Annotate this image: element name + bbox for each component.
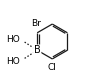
Text: HO: HO [6, 35, 20, 44]
Text: Br: Br [31, 19, 41, 28]
Text: B: B [34, 45, 41, 55]
Text: HO: HO [6, 57, 20, 65]
Text: Cl: Cl [47, 63, 56, 72]
